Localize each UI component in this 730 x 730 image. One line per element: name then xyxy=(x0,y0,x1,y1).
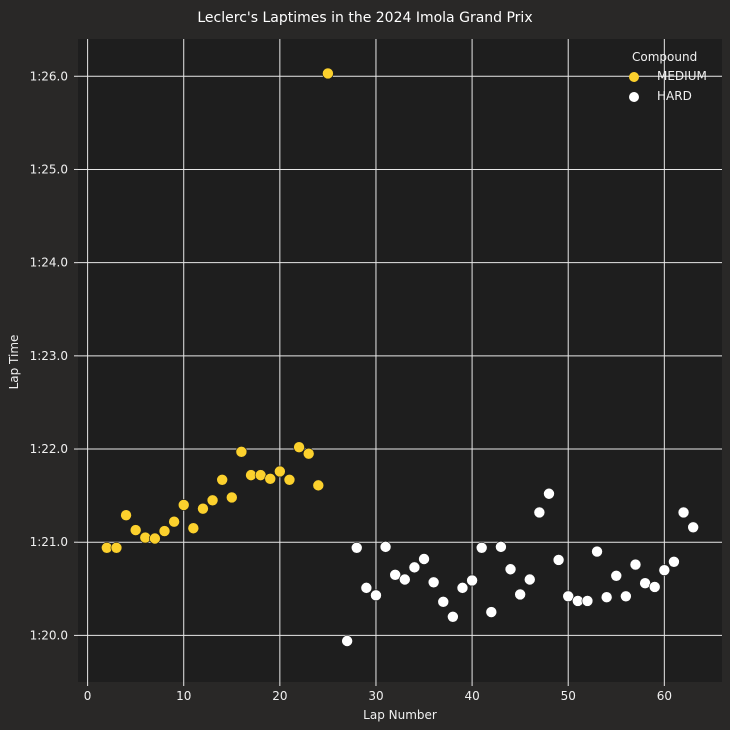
data-point-medium-lap-16 xyxy=(235,446,248,458)
x-axis-label: Lap Number xyxy=(363,708,437,722)
data-point-medium-lap-21 xyxy=(283,473,296,486)
x-tick-label: 50 xyxy=(561,689,576,703)
y-tick-label: 1:25.0 xyxy=(30,162,68,176)
data-point-medium-lap-12 xyxy=(197,502,209,515)
data-point-hard-lap-44 xyxy=(504,563,517,576)
data-point-medium-lap-20 xyxy=(274,465,286,478)
data-point-hard-lap-35 xyxy=(418,553,430,565)
data-point-hard-lap-30 xyxy=(370,589,382,602)
data-point-hard-lap-57 xyxy=(629,558,642,571)
data-point-hard-lap-52 xyxy=(581,595,594,607)
data-point-hard-lap-32 xyxy=(389,569,401,581)
y-tick-label: 1:24.0 xyxy=(30,256,68,270)
data-point-hard-lap-34 xyxy=(408,561,421,574)
data-point-medium-lap-5 xyxy=(129,524,142,536)
data-point-hard-lap-53 xyxy=(591,545,603,558)
data-point-hard-lap-63 xyxy=(687,521,699,534)
data-point-hard-lap-41 xyxy=(475,542,488,554)
data-point-hard-lap-54 xyxy=(600,591,613,603)
data-point-hard-lap-43 xyxy=(495,541,507,553)
data-point-medium-lap-10 xyxy=(177,499,190,511)
data-point-hard-lap-36 xyxy=(427,576,440,589)
y-tick-label: 1:21.0 xyxy=(30,535,68,549)
data-point-hard-lap-37 xyxy=(437,596,450,608)
data-point-medium-lap-14 xyxy=(216,473,228,486)
data-point-medium-lap-7 xyxy=(149,532,161,545)
data-points xyxy=(101,67,699,647)
data-point-hard-lap-47 xyxy=(533,506,546,519)
legend-label-hard: HARD xyxy=(657,89,692,103)
data-point-hard-lap-38 xyxy=(447,610,459,623)
x-tick-label: 0 xyxy=(84,689,92,703)
x-tick-label: 60 xyxy=(657,689,672,703)
data-point-medium-lap-4 xyxy=(120,509,132,521)
data-point-hard-lap-42 xyxy=(485,606,498,618)
data-point-medium-lap-9 xyxy=(168,515,180,528)
legend-marker-hard xyxy=(629,92,639,102)
data-point-medium-lap-24 xyxy=(312,479,325,492)
data-point-hard-lap-27 xyxy=(341,635,353,647)
data-point-hard-lap-33 xyxy=(399,573,411,586)
data-point-medium-lap-22 xyxy=(293,441,305,453)
y-tick-label: 1:23.0 xyxy=(30,349,68,363)
x-tick-label: 10 xyxy=(176,689,191,703)
legend: Compound MEDIUM HARD xyxy=(629,50,707,103)
data-point-hard-lap-56 xyxy=(620,590,632,603)
data-point-hard-lap-48 xyxy=(543,487,555,500)
data-point-hard-lap-39 xyxy=(456,582,469,594)
data-point-hard-lap-29 xyxy=(360,582,373,594)
data-point-hard-lap-62 xyxy=(677,506,690,519)
data-point-medium-lap-19 xyxy=(264,473,277,485)
data-point-medium-lap-13 xyxy=(206,494,219,507)
y-axis-label: Lap Time xyxy=(7,335,21,390)
data-point-medium-lap-6 xyxy=(139,531,152,544)
gridlines xyxy=(78,39,722,682)
data-point-medium-lap-23 xyxy=(302,447,315,460)
legend-marker-medium xyxy=(629,72,639,82)
data-point-hard-lap-55 xyxy=(610,569,623,582)
data-point-hard-lap-45 xyxy=(514,588,526,601)
data-point-medium-lap-11 xyxy=(187,522,200,535)
data-point-hard-lap-59 xyxy=(648,581,661,593)
y-tick-label: 1:22.0 xyxy=(30,442,68,456)
data-point-medium-lap-3 xyxy=(110,542,123,554)
data-point-hard-lap-31 xyxy=(379,541,392,553)
x-tick-label: 30 xyxy=(368,689,383,703)
axis-ticks: 0 10 20 30 40 50 60 1:20.0 1:21.0 1:22.0 1:23.0 1:2… xyxy=(30,69,672,703)
legend-label-medium: MEDIUM xyxy=(657,69,707,83)
y-tick-label: 1:20.0 xyxy=(30,628,68,642)
data-point-medium-lap-15 xyxy=(225,491,238,504)
legend-title: Compound xyxy=(632,50,697,64)
y-tick-label: 1:26.0 xyxy=(30,69,68,83)
data-point-hard-lap-61 xyxy=(668,555,680,568)
x-tick-label: 40 xyxy=(464,689,479,703)
plot-area xyxy=(78,39,722,682)
data-point-hard-lap-40 xyxy=(466,574,478,587)
data-point-hard-lap-28 xyxy=(350,542,363,554)
data-point-hard-lap-46 xyxy=(523,573,536,586)
data-point-hard-lap-49 xyxy=(552,554,565,566)
x-tick-label: 20 xyxy=(272,689,287,703)
data-point-medium-lap-25 xyxy=(322,67,334,80)
data-point-hard-lap-50 xyxy=(562,590,575,603)
data-point-medium-lap-8 xyxy=(158,525,171,537)
data-point-hard-lap-60 xyxy=(658,564,671,576)
chart-title: Leclerc's Laptimes in the 2024 Imola Gra… xyxy=(197,10,532,26)
